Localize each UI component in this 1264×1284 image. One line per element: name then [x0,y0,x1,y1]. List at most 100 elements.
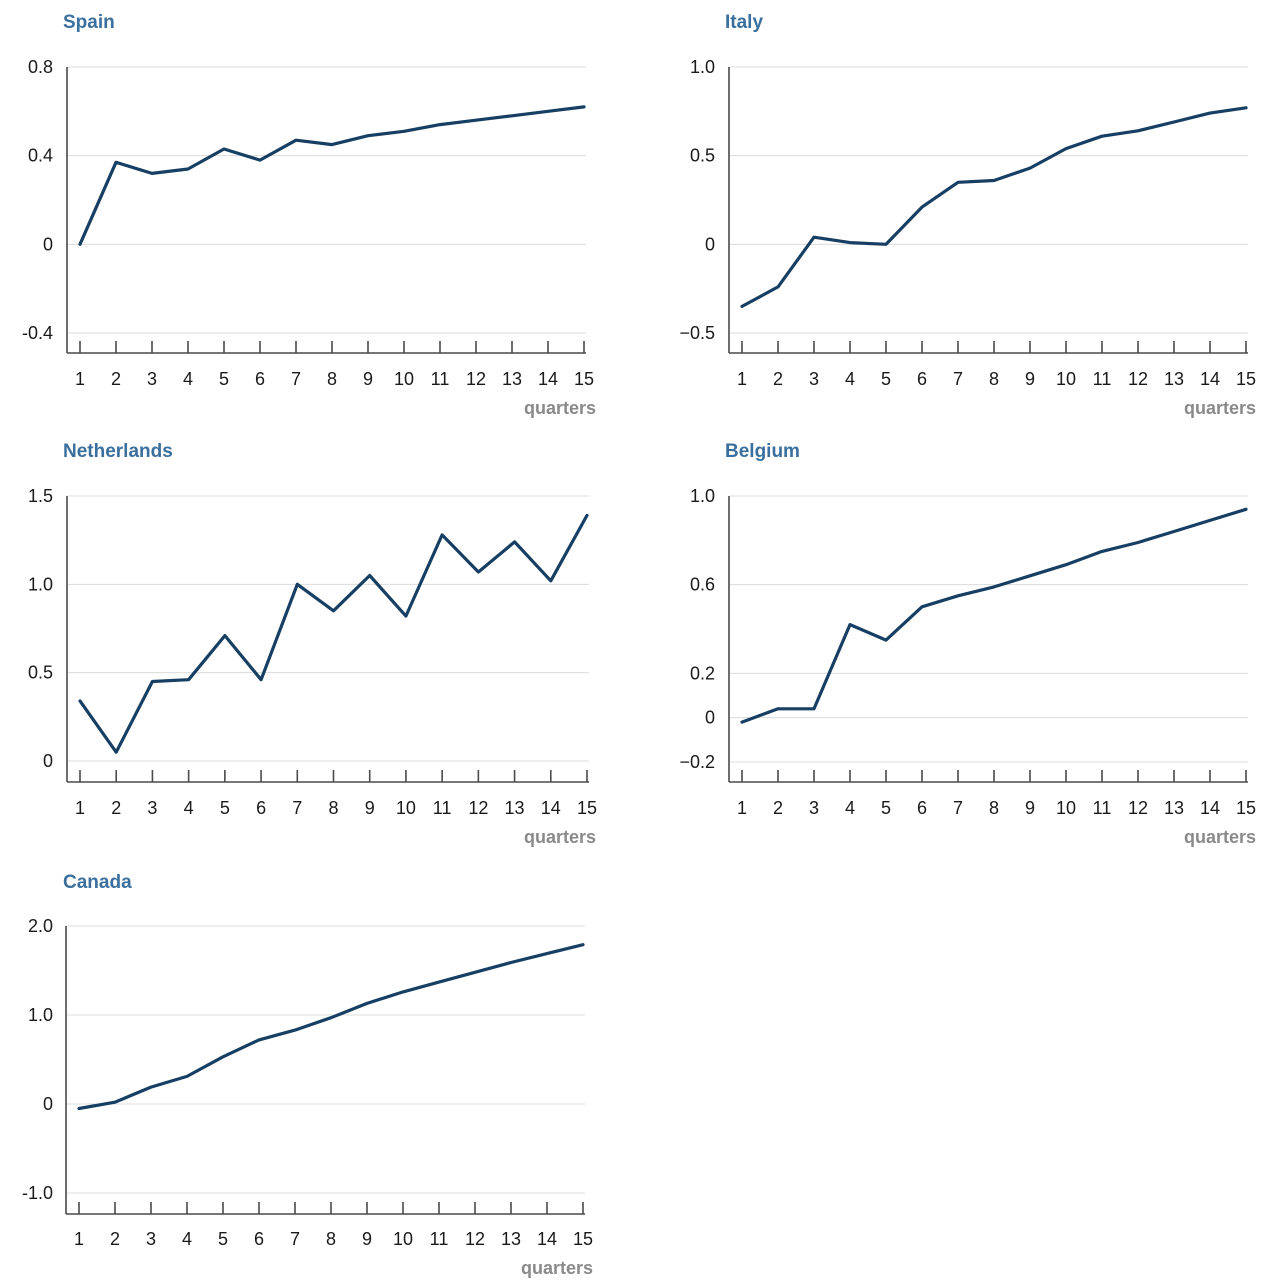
y-tick-label: −0.2 [679,752,715,772]
x-tick-label: 8 [328,798,338,818]
y-tick-label: 0 [705,708,715,728]
x-tick-label: 9 [363,369,373,389]
x-tick-label: 4 [183,369,193,389]
y-tick-label: 0.2 [690,663,715,683]
x-tick-label: 10 [1056,369,1076,389]
chart-title-netherlands: Netherlands [63,441,173,462]
chart-title-spain: Spain [63,12,115,33]
series-line-spain [78,105,586,246]
x-tick-label: 1 [737,798,747,818]
x-tick-label: 13 [505,798,525,818]
series-line-belgium [740,507,1248,724]
x-axis-title: quarters [524,398,596,418]
x-axis-title: quarters [524,827,596,847]
x-tick-label: 9 [1025,369,1035,389]
x-tick-label: 1 [74,1229,84,1249]
x-tick-label: 3 [809,369,819,389]
chart-panel-canada: Canada-1.001.02.01 2 3 4 5 6 7 8 9 10 11 12 13 14 15qu… [22,872,593,1278]
y-tick-label: 1.0 [28,1005,53,1025]
x-axis-title: quarters [1184,827,1256,847]
y-tick-label: 1.0 [28,574,53,594]
x-axis-title: quarters [1184,398,1256,418]
x-tick-label: 5 [220,798,230,818]
x-tick-label: 6 [917,798,927,818]
chart-panel-italy: Italy−0.500.51.01 2 3 4 5 6 7 8 9 10 11 12 13 14 15qua… [679,12,1256,418]
chart-panel-spain: Spain-0.400.40.81 2 3 4 5 6 7 8 9 10 11 12 13 14 15qua… [22,12,596,418]
series-line-italy [740,106,1248,308]
x-tick-label: 12 [465,1229,485,1249]
x-tick-label: 14 [538,369,558,389]
y-tick-label: 1.0 [690,486,715,506]
x-tick-label: 7 [953,798,963,818]
x-tick-label: 4 [845,369,855,389]
y-tick-label: -0.4 [22,323,53,343]
x-tick-label: 12 [1128,798,1148,818]
y-tick-label: -1.0 [22,1183,53,1203]
y-tick-label: 0.6 [690,575,715,595]
x-tick-label: 11 [1093,798,1112,818]
x-tick-label: 13 [501,1229,521,1249]
y-tick-label: 1.5 [28,486,53,506]
x-tick-label: 6 [917,369,927,389]
x-tick-label: 2 [111,798,121,818]
x-tick-label: 3 [146,1229,156,1249]
x-tick-label: 11 [1093,369,1112,389]
x-tick-label: 5 [881,798,891,818]
y-tick-label: 0.5 [28,663,53,683]
x-tick-label: 15 [574,369,594,389]
y-tick-label: 0 [43,1094,53,1114]
x-tick-label: 4 [845,798,855,818]
x-tick-label: 15 [573,1229,593,1249]
x-tick-label: 14 [537,1229,557,1249]
series-line-netherlands [78,513,589,754]
x-tick-label: 6 [255,369,265,389]
y-tick-label: 0 [43,234,53,254]
x-tick-label: 3 [809,798,819,818]
chart-panel-belgium: Belgium−0.200.20.61.01 2 3 4 5 6 7 8 9 10 11 12 13 14… [679,441,1256,847]
x-tick-label: 9 [365,798,375,818]
x-tick-label: 7 [953,369,963,389]
x-tick-label: 12 [1128,369,1148,389]
x-tick-label: 2 [773,369,783,389]
chart-title-canada: Canada [63,872,132,893]
x-tick-label: 12 [468,798,488,818]
x-tick-label: 10 [393,1229,413,1249]
y-tick-label: 1.0 [690,57,715,77]
x-tick-label: 8 [989,798,999,818]
x-tick-label: 5 [218,1229,228,1249]
x-tick-label: 14 [1200,369,1220,389]
x-tick-label: 11 [433,798,452,818]
x-tick-label: 12 [466,369,486,389]
x-tick-label: 7 [290,1229,300,1249]
x-tick-label: 4 [184,798,194,818]
x-tick-label: 15 [577,798,597,818]
x-tick-label: 1 [75,369,85,389]
x-tick-label: 6 [256,798,266,818]
x-tick-label: 15 [1236,798,1256,818]
y-tick-label: 0.4 [28,146,53,166]
x-tick-label: 7 [292,798,302,818]
x-tick-label: 14 [541,798,561,818]
x-tick-label: 13 [1164,798,1184,818]
x-tick-label: 9 [1025,798,1035,818]
x-tick-label: 14 [1200,798,1220,818]
x-tick-label: 10 [1056,798,1076,818]
y-tick-label: 0 [43,751,53,771]
series-line-canada [77,943,585,1111]
x-tick-label: 1 [75,798,85,818]
x-tick-label: 4 [182,1229,192,1249]
y-tick-label: −0.5 [679,323,715,343]
x-tick-label: 11 [430,1229,449,1249]
x-axis-title: quarters [521,1258,593,1278]
x-tick-label: 7 [291,369,301,389]
x-tick-label: 8 [326,1229,336,1249]
x-tick-label: 10 [394,369,414,389]
x-tick-label: 1 [737,369,747,389]
y-tick-label: 0.8 [28,57,53,77]
x-tick-label: 11 [431,369,450,389]
x-tick-label: 5 [219,369,229,389]
x-tick-label: 15 [1236,369,1256,389]
x-tick-label: 2 [111,369,121,389]
